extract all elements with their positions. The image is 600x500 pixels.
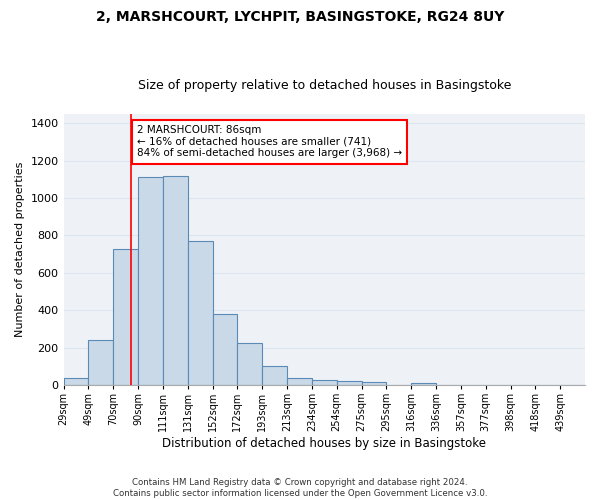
Bar bbox=[88, 340, 113, 385]
Text: 2 MARSHCOURT: 86sqm
← 16% of detached houses are smaller (741)
84% of semi-detac: 2 MARSHCOURT: 86sqm ← 16% of detached ho… bbox=[137, 125, 402, 158]
Bar bbox=[337, 382, 362, 385]
Bar bbox=[64, 378, 88, 385]
Bar bbox=[411, 383, 436, 385]
Bar bbox=[287, 378, 312, 385]
Bar bbox=[163, 176, 188, 385]
Y-axis label: Number of detached properties: Number of detached properties bbox=[15, 162, 25, 337]
Bar bbox=[188, 241, 212, 385]
Bar bbox=[138, 176, 163, 385]
Bar bbox=[212, 314, 238, 385]
Title: Size of property relative to detached houses in Basingstoke: Size of property relative to detached ho… bbox=[137, 79, 511, 92]
Text: Contains HM Land Registry data © Crown copyright and database right 2024.
Contai: Contains HM Land Registry data © Crown c… bbox=[113, 478, 487, 498]
X-axis label: Distribution of detached houses by size in Basingstoke: Distribution of detached houses by size … bbox=[162, 437, 486, 450]
Bar bbox=[312, 380, 337, 385]
Text: 2, MARSHCOURT, LYCHPIT, BASINGSTOKE, RG24 8UY: 2, MARSHCOURT, LYCHPIT, BASINGSTOKE, RG2… bbox=[96, 10, 504, 24]
Bar bbox=[113, 248, 138, 385]
Bar bbox=[238, 343, 262, 385]
Bar bbox=[362, 382, 386, 385]
Bar bbox=[262, 366, 287, 385]
